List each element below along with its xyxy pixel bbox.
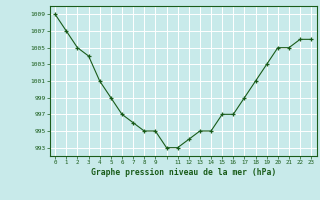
X-axis label: Graphe pression niveau de la mer (hPa): Graphe pression niveau de la mer (hPa) [91, 168, 276, 177]
